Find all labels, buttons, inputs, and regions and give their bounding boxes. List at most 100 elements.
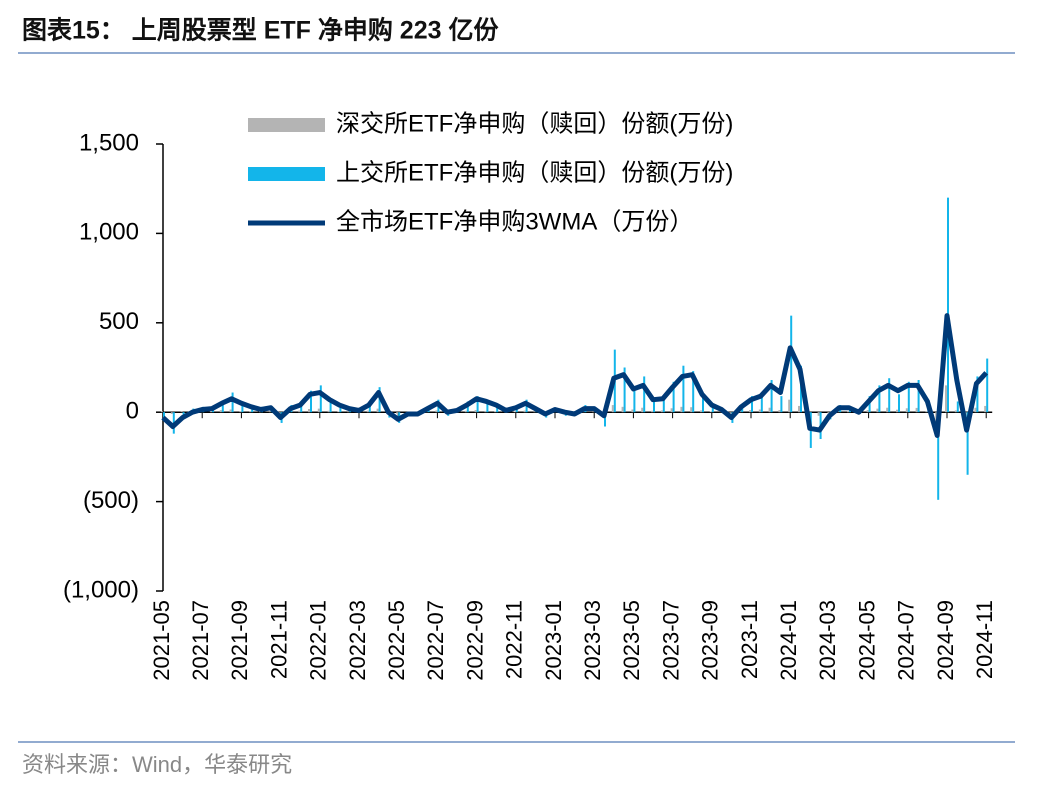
- bar: [945, 385, 947, 412]
- bar: [320, 385, 322, 412]
- x-tick-label: 2022-03: [345, 600, 370, 681]
- bar: [337, 411, 339, 412]
- x-tick-label: 2023-03: [580, 600, 605, 681]
- line: [163, 316, 986, 436]
- bar: [886, 408, 888, 412]
- x-tick-label: 2024-01: [776, 600, 801, 681]
- bar: [702, 398, 704, 412]
- bar: [780, 396, 782, 412]
- bar: [494, 411, 496, 412]
- bar: [328, 411, 330, 412]
- bar: [220, 410, 222, 412]
- bar: [475, 410, 477, 412]
- bar: [690, 407, 692, 412]
- bar: [749, 410, 751, 412]
- bar: [633, 391, 635, 412]
- bar: [249, 412, 251, 413]
- x-tick-label: 2021-09: [227, 600, 252, 681]
- x-tick-label: 2021-11: [266, 600, 291, 679]
- bar: [435, 410, 437, 412]
- x-tick-label: 2022-11: [502, 600, 527, 679]
- bar: [847, 412, 849, 413]
- bar: [710, 411, 712, 412]
- x-tick-label: 2022-01: [306, 600, 331, 681]
- bar: [377, 409, 379, 413]
- bar: [641, 408, 643, 412]
- legend-label: 全市场ETF净申购3WMA（万份）: [336, 208, 693, 235]
- legend-label: 深交所ETF净申购（赎回）份额(万份): [336, 110, 733, 137]
- bar: [986, 359, 988, 413]
- bar: [230, 410, 232, 413]
- bar: [680, 407, 682, 412]
- bar: [181, 412, 183, 413]
- bar: [514, 411, 516, 412]
- bar: [955, 410, 957, 412]
- bar: [925, 411, 927, 412]
- bar: [661, 410, 663, 412]
- bar: [974, 408, 976, 412]
- x-tick-label: 2024-11: [972, 600, 997, 679]
- x-tick-label: 2021-07: [188, 600, 213, 681]
- bar: [622, 407, 624, 412]
- bar: [682, 366, 684, 412]
- bar: [651, 411, 653, 412]
- source: 资料来源：Wind，华泰研究: [22, 752, 292, 777]
- bar: [232, 393, 234, 413]
- bar: [210, 411, 212, 412]
- bar: [790, 316, 792, 413]
- bar: [957, 401, 959, 412]
- bar: [643, 376, 645, 412]
- legend-label: 上交所ETF净申购（赎回）份额(万份): [336, 159, 733, 186]
- bar: [671, 408, 673, 412]
- bar: [818, 412, 820, 416]
- x-tick-label: 2023-11: [737, 600, 762, 679]
- bar: [759, 410, 761, 413]
- bar: [788, 400, 790, 413]
- legend-swatch: [248, 118, 325, 132]
- bar: [984, 406, 986, 412]
- x-tick-label: 2023-09: [698, 600, 723, 681]
- bar: [161, 411, 163, 412]
- y-tick-label: (1,000): [63, 576, 139, 603]
- x-tick-label: 2024-03: [815, 600, 840, 681]
- bar: [700, 410, 702, 412]
- bar: [631, 410, 633, 413]
- x-tick-label: 2023-01: [541, 600, 566, 681]
- x-tick-label: 2022-09: [462, 600, 487, 681]
- bar: [318, 409, 320, 413]
- bar: [367, 411, 369, 413]
- bar: [898, 394, 900, 412]
- y-tick-label: 0: [126, 398, 139, 425]
- bar: [171, 412, 173, 414]
- x-tick-label: 2022-05: [384, 600, 409, 681]
- x-tick-label: 2021-05: [149, 600, 174, 681]
- bar: [239, 411, 241, 412]
- x-tick-label: 2024-09: [933, 600, 958, 681]
- bar: [465, 411, 467, 412]
- bar: [906, 408, 908, 412]
- bar: [947, 198, 949, 413]
- bar: [867, 410, 869, 412]
- bar: [308, 409, 310, 412]
- bar: [653, 401, 655, 412]
- bar: [524, 411, 526, 413]
- bar: [298, 411, 300, 413]
- y-tick-label: 1,000: [79, 219, 139, 246]
- x-tick-label: 2022-07: [423, 600, 448, 681]
- bar: [769, 408, 771, 412]
- chart-title: 图表15： 上周股票型 ETF 净申购 223 亿份: [22, 16, 498, 45]
- x-tick-label: 2023-07: [658, 600, 683, 681]
- bar: [896, 410, 898, 413]
- bar: [612, 405, 614, 412]
- y-tick-label: (500): [83, 487, 139, 514]
- legend-swatch: [248, 167, 325, 181]
- y-tick-label: 500: [99, 308, 139, 335]
- x-tick-label: 2024-05: [854, 600, 879, 681]
- bar: [778, 410, 780, 412]
- bar: [798, 406, 800, 412]
- bar: [876, 409, 878, 413]
- x-tick-label: 2024-07: [894, 600, 919, 681]
- y-tick-label: 1,500: [79, 129, 139, 156]
